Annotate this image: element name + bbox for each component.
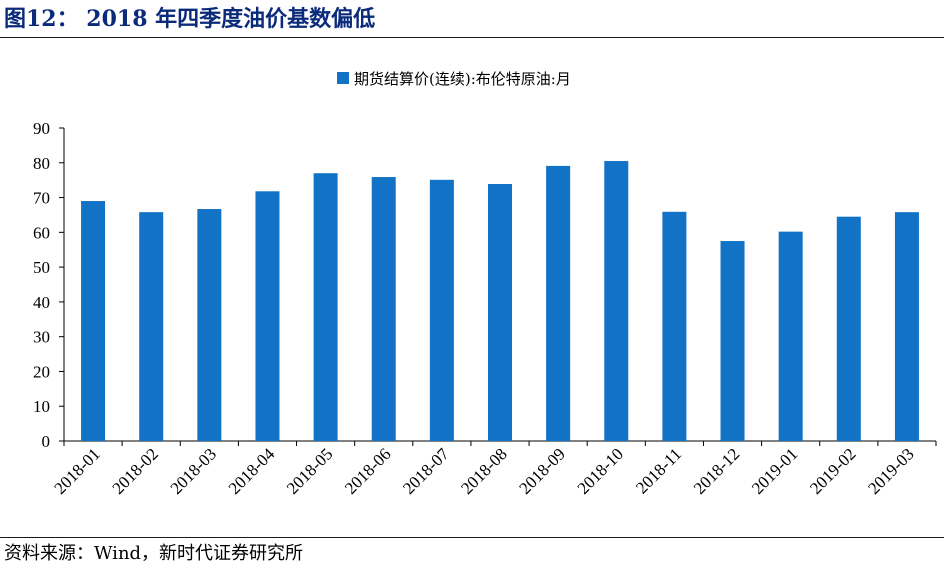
bar-series bbox=[81, 161, 919, 441]
bar-2018-04 bbox=[255, 191, 280, 441]
x-tick-label: 2018-10 bbox=[574, 444, 628, 498]
x-tick-label: 2019-02 bbox=[806, 444, 860, 498]
x-tick-label: 2018-04 bbox=[225, 444, 279, 498]
x-tick-label: 2018-01 bbox=[50, 444, 104, 498]
y-axis: 0 10 20 30 40 50 60 70 80 90 bbox=[33, 119, 65, 451]
legend-swatch bbox=[337, 72, 349, 84]
top-rule bbox=[0, 37, 944, 38]
x-tick-label: 2018-02 bbox=[109, 444, 163, 498]
y-tick-label: 0 bbox=[42, 432, 51, 451]
x-tick-label: 2018-05 bbox=[283, 444, 337, 498]
bar-2018-12 bbox=[720, 241, 745, 441]
bar-2018-02 bbox=[139, 212, 164, 441]
y-tick-label: 30 bbox=[33, 328, 50, 347]
y-tick-label: 40 bbox=[33, 293, 50, 312]
bar-2018-09 bbox=[546, 165, 571, 441]
x-tick-label: 2018-06 bbox=[341, 444, 395, 498]
x-tick-label: 2019-03 bbox=[864, 444, 918, 498]
x-tick-label: 2018-11 bbox=[632, 444, 685, 497]
y-tick-label: 10 bbox=[33, 397, 50, 416]
x-tick-label: 2018-03 bbox=[167, 444, 221, 498]
bar-2019-02 bbox=[836, 216, 861, 441]
y-tick-label: 80 bbox=[33, 154, 50, 173]
bar-chart: 期货结算价(连续):布伦特原油:月 0 10 20 30 40 50 60 70 80 90 20… bbox=[33, 70, 937, 498]
bar-2018-10 bbox=[604, 161, 629, 441]
y-tick-label: 50 bbox=[33, 258, 50, 277]
y-tick-label: 70 bbox=[33, 189, 50, 208]
x-axis: 2018-01 2018-02 2018-03 2018-04 2018-05 2018-… bbox=[50, 440, 937, 498]
bar-2018-07 bbox=[429, 179, 454, 441]
bar-2018-11 bbox=[662, 211, 687, 441]
bar-2019-03 bbox=[894, 212, 919, 441]
y-tick-label: 20 bbox=[33, 362, 50, 381]
bar-2019-01 bbox=[778, 231, 803, 441]
y-tick-label: 60 bbox=[33, 223, 50, 242]
source-note: 资料来源：Wind，新时代证券研究所 bbox=[4, 543, 304, 564]
bar-2018-08 bbox=[488, 183, 512, 441]
figure-title: 图12： 2018 年四季度油价基数偏低 bbox=[4, 6, 376, 32]
bar-2018-06 bbox=[371, 177, 396, 441]
x-tick-label: 2018-12 bbox=[690, 444, 744, 498]
bottom-rule bbox=[0, 537, 944, 538]
bar-2018-01 bbox=[81, 201, 106, 441]
bar-2018-03 bbox=[197, 209, 222, 441]
x-tick-label: 2018-08 bbox=[457, 444, 511, 498]
y-tick-label: 90 bbox=[33, 119, 50, 138]
x-tick-label: 2019-01 bbox=[748, 444, 802, 498]
chart-legend: 期货结算价(连续):布伦特原油:月 bbox=[337, 70, 571, 88]
x-tick-label: 2018-09 bbox=[515, 444, 569, 498]
bar-2018-05 bbox=[313, 173, 338, 441]
x-tick-label: 2018-07 bbox=[399, 444, 453, 498]
legend-label: 期货结算价(连续):布伦特原油:月 bbox=[354, 70, 571, 88]
